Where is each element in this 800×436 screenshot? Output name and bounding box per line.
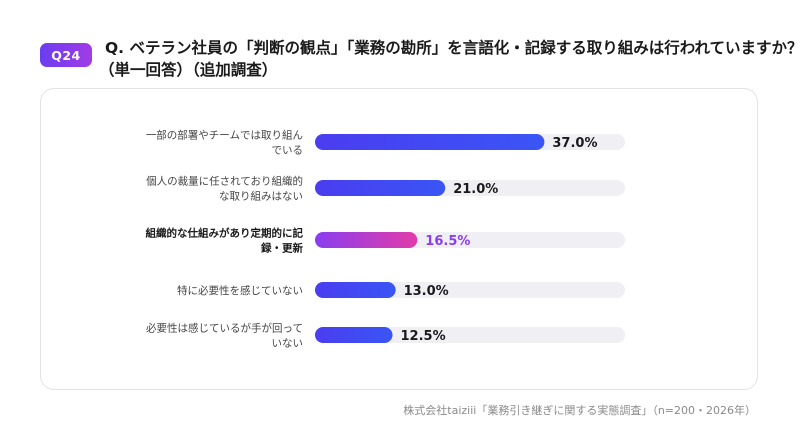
bar-value-label: 12.5% bbox=[401, 329, 446, 344]
chart-card: 37.0% 一部の部署やチームでは取り組んでいる 21.0% 個人の裁量に任されており… bbox=[40, 88, 758, 390]
category-label: 一部の部署やチームでは取り組ん bbox=[146, 129, 303, 142]
bar bbox=[315, 232, 418, 248]
category-label: いない bbox=[272, 338, 304, 350]
bar-value-label: 37.0% bbox=[552, 136, 597, 151]
question-title: Q. ベテラン社員の「判断の観点」「業務の勘所」を言語化・記録する取り組みは行わ… bbox=[99, 37, 800, 81]
category-label: でいる bbox=[272, 145, 304, 157]
category-label: 個人の裁量に任されており組織的 bbox=[146, 175, 303, 188]
bar-value-label: 13.0% bbox=[404, 284, 449, 299]
category-label: 特に必要性を感じていない bbox=[177, 284, 303, 297]
category-label: 組織的な仕組みがあり定期的に記 bbox=[146, 227, 304, 240]
bar bbox=[315, 180, 446, 196]
question-title-line-1: Q. ベテラン社員の「判断の観点」「業務の勘所」を言語化・記録する取り組みは行わ… bbox=[105, 39, 800, 57]
bar bbox=[315, 134, 545, 150]
question-title-line-2: （単一回答）（追加調査） bbox=[99, 61, 278, 79]
bar-value-label: 21.0% bbox=[453, 182, 498, 197]
category-label: 録・更新 bbox=[261, 242, 303, 255]
bar bbox=[315, 327, 393, 343]
bar-row: 13.0% 特に必要性を感じていない bbox=[177, 282, 625, 299]
category-label: 必要性は感じているが手が回って bbox=[146, 322, 303, 335]
source-note: 株式会社taiziii「業務引き継ぎに関する実態調査」（n=200・2026年） bbox=[403, 404, 756, 417]
question-number-badge: Q24 bbox=[40, 43, 92, 67]
category-label: な取り組みはない bbox=[219, 190, 303, 203]
bar-value-label: 16.5% bbox=[425, 234, 470, 249]
bar bbox=[315, 282, 396, 298]
bar-track bbox=[315, 327, 625, 343]
